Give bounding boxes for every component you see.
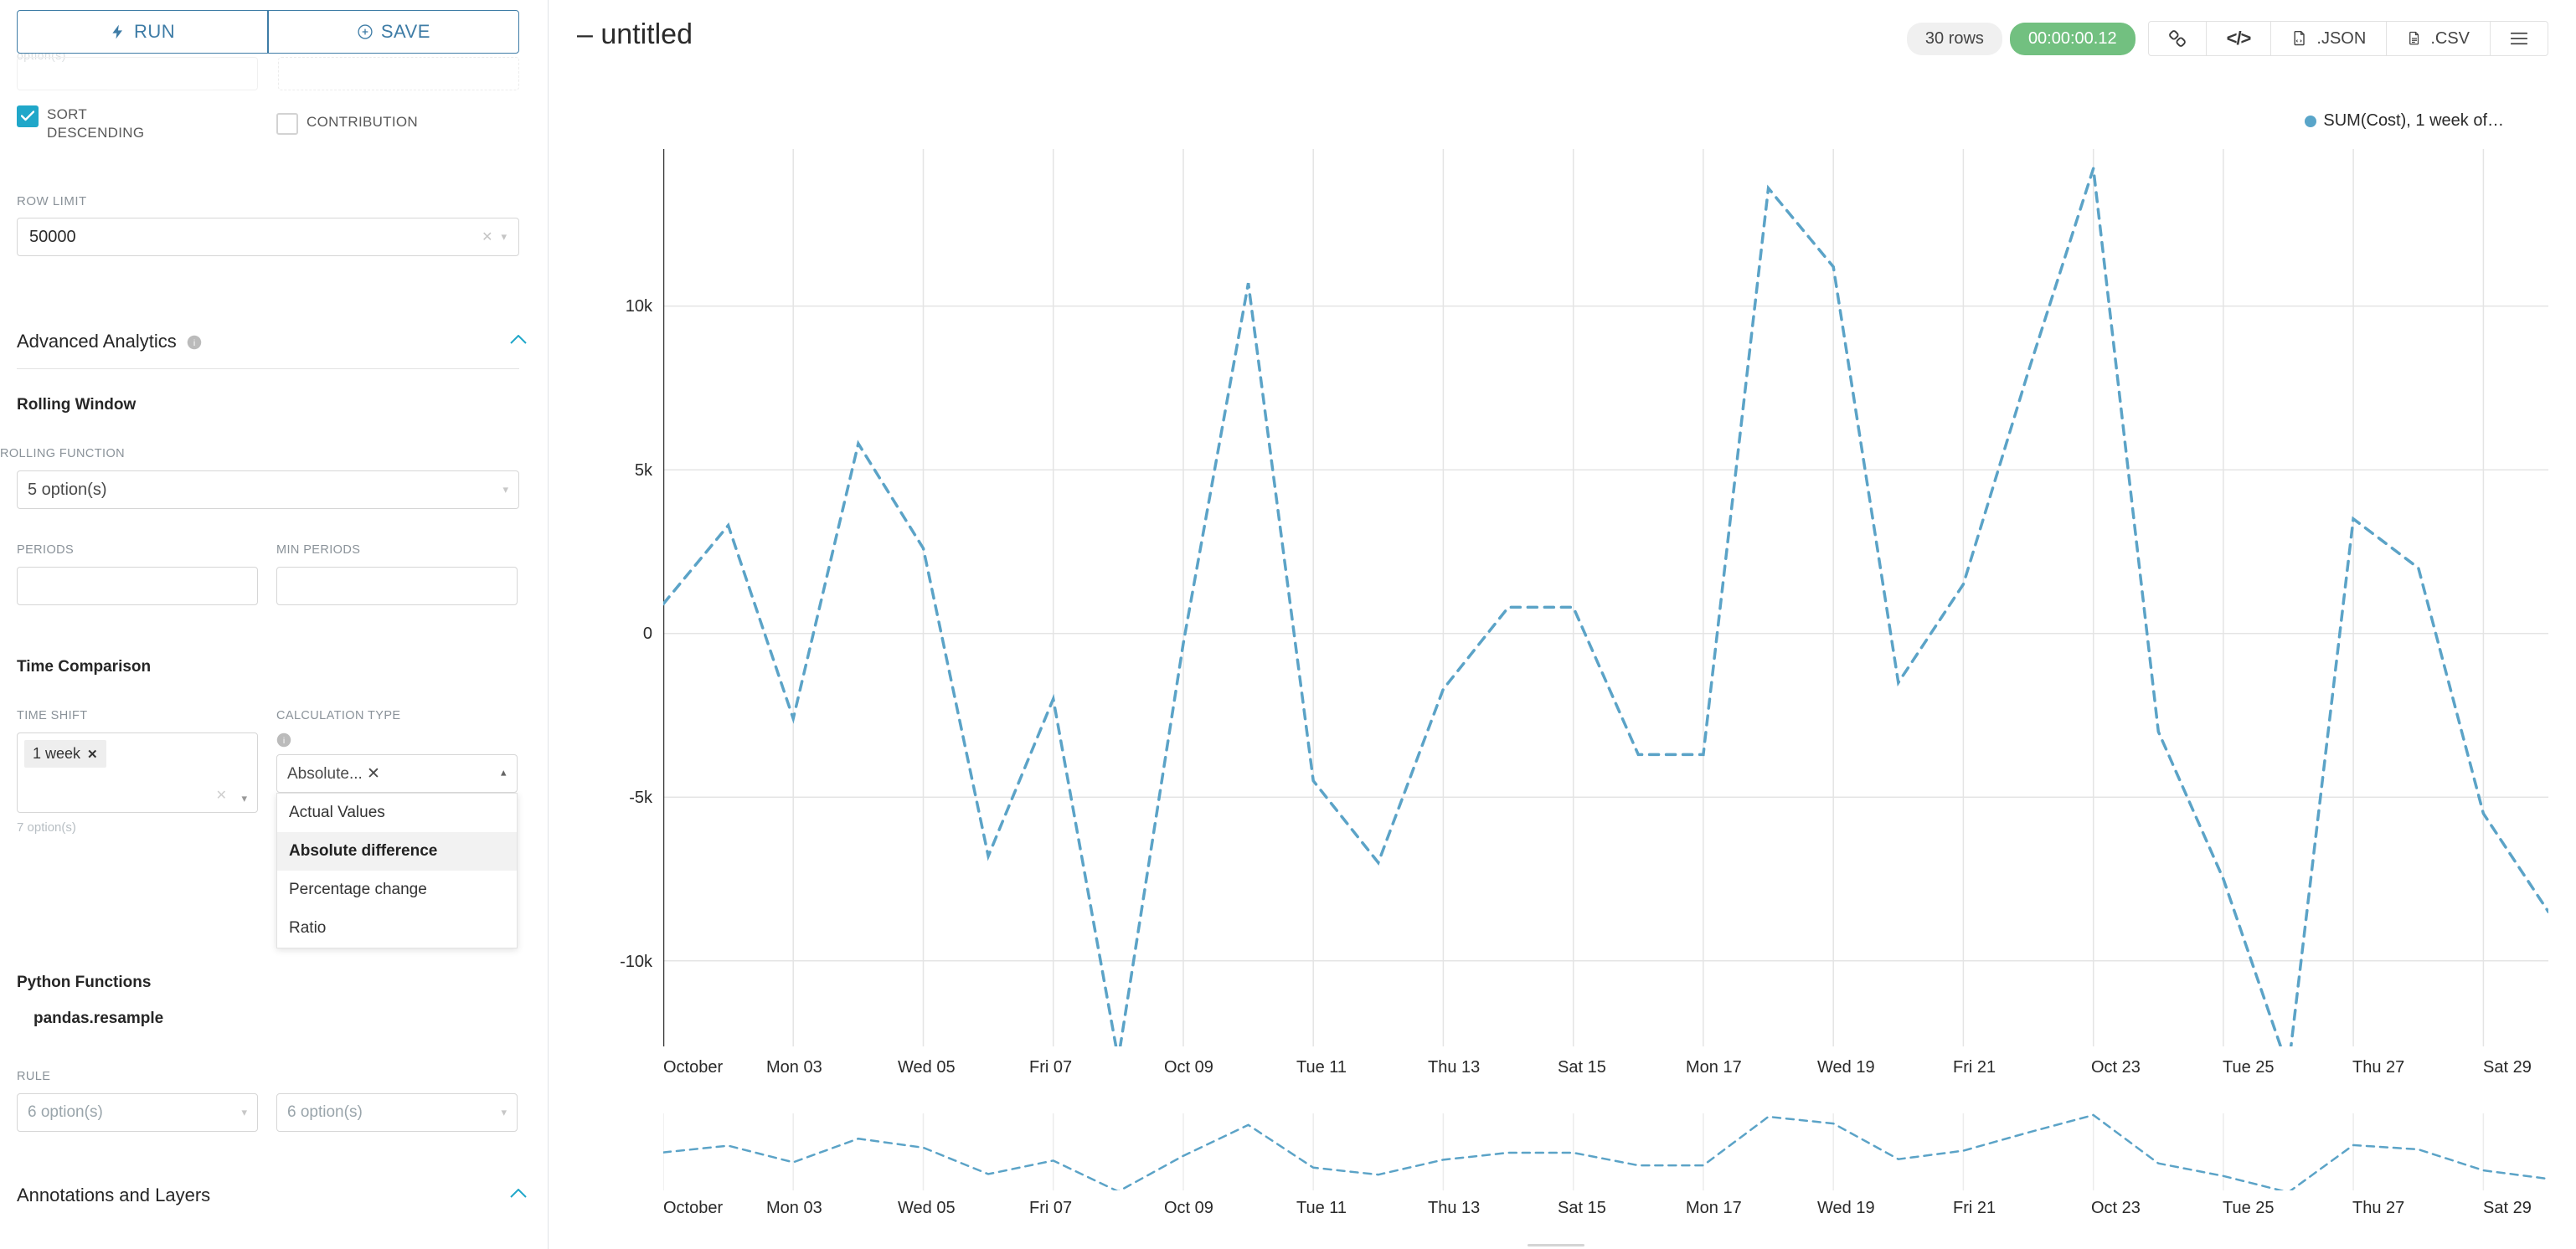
svg-text:i: i	[283, 736, 285, 746]
svg-text:i: i	[193, 338, 195, 348]
